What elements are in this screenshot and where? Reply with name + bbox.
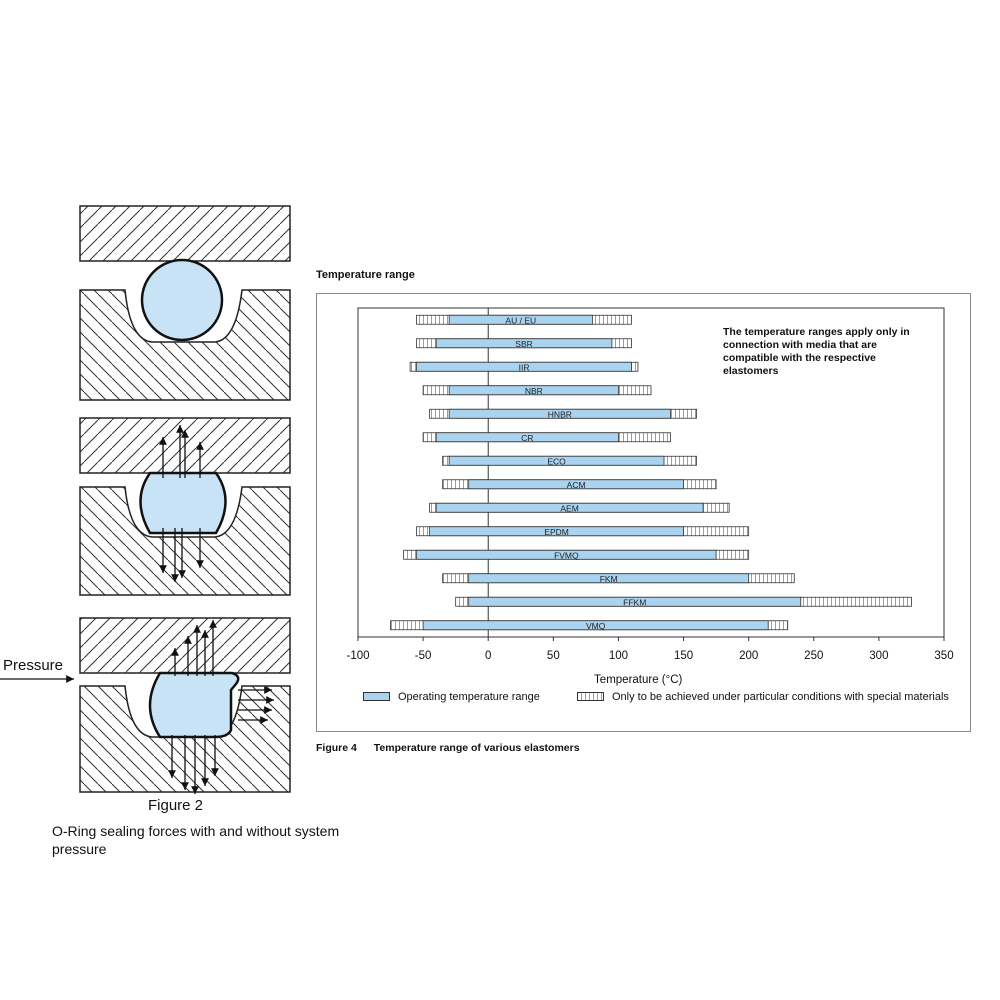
sealing-force-arrows [168, 620, 274, 794]
bar-operating [468, 479, 684, 490]
bar-category-label: HNBR [548, 409, 572, 419]
oring-cross-section [139, 471, 227, 535]
oring-cross-section [140, 258, 224, 342]
pressure-label: Pressure [3, 657, 64, 674]
bar-category-label: FFKM [623, 597, 646, 607]
oring-diagram-installed [79, 417, 291, 596]
oring-figure [0, 205, 291, 794]
figure4-caption: Figure 4 Temperature range of various el… [316, 742, 580, 754]
oring-diagram-pressurized [0, 617, 291, 794]
bar-category-label: VMQ [586, 621, 606, 631]
bar-operating [422, 620, 769, 631]
x-tick-label: 100 [609, 650, 628, 662]
bar-category-label: FVMQ [554, 550, 579, 560]
section-title: Temperature range [316, 269, 415, 281]
x-tick-label: -50 [415, 650, 432, 662]
legend-swatch-special [577, 692, 604, 701]
x-tick-label: 300 [869, 650, 888, 662]
oring-cross-section [148, 671, 240, 739]
bar-operating [435, 338, 613, 349]
x-tick-label: 250 [804, 650, 823, 662]
chart-frame [316, 293, 971, 732]
oring-diagram-unloaded [79, 205, 291, 401]
lower-groove-plate [79, 486, 291, 596]
bar-operating [435, 432, 619, 443]
x-tick-label: 200 [739, 650, 758, 662]
bar-operating [448, 314, 593, 325]
legend-label-special: Only to be achieved under particular con… [612, 691, 949, 703]
legend-swatch-operating [363, 692, 390, 701]
figure4-label: Figure 4 [316, 742, 357, 754]
figure4-caption-text: Temperature range of various elastomers [373, 742, 580, 754]
x-tick-label: 150 [674, 650, 693, 662]
upper-plate [79, 205, 291, 262]
bar-operating [448, 385, 619, 396]
bar-category-label: FKM [600, 574, 618, 584]
x-tick-label: 50 [547, 650, 560, 662]
bar-operating [416, 549, 717, 560]
upper-plate [79, 617, 291, 674]
bar-category-label: CR [521, 433, 533, 443]
x-tick-label: -100 [346, 650, 369, 662]
bar-operating [435, 502, 704, 513]
bar-operating [416, 361, 632, 372]
bar-category-label: AEM [560, 503, 578, 513]
bar-category-label: NBR [525, 386, 543, 396]
bar-operating [429, 526, 684, 537]
bar-category-label: SBR [515, 339, 532, 349]
figure2-caption: O-Ring sealing forces with and without s… [52, 823, 340, 857]
legend-label-operating: Operating temperature range [398, 691, 540, 703]
x-tick-label: 350 [934, 650, 953, 662]
x-tick-label: 0 [485, 650, 491, 662]
bar-category-label: ECO [547, 456, 566, 466]
bar-category-label: ACM [567, 480, 586, 490]
chart-note: The temperature ranges apply only in con… [723, 326, 910, 377]
bar-category-label: AU / EU [505, 315, 536, 325]
bar-operating [468, 596, 802, 607]
figure2-label: Figure 2 [148, 797, 204, 814]
bar-operating [448, 408, 671, 419]
bar-operating [448, 455, 665, 466]
x-axis-label: Temperature (°C) [594, 674, 682, 686]
bar-category-label: IIR [519, 362, 530, 372]
lower-groove-plate [79, 289, 291, 401]
sealing-force-arrows [159, 425, 204, 582]
plot-area [357, 307, 945, 638]
bar-operating [468, 573, 750, 584]
bar-category-label: EPDM [544, 527, 569, 537]
